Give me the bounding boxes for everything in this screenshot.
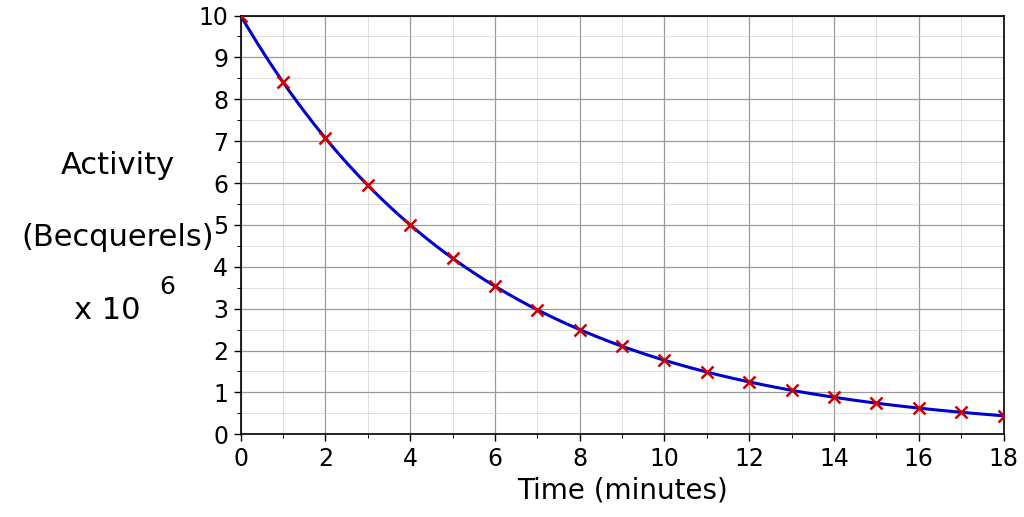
Text: 6: 6 — [159, 275, 175, 299]
Text: x 10: x 10 — [75, 296, 140, 325]
Text: Activity: Activity — [60, 151, 175, 180]
X-axis label: Time (minutes): Time (minutes) — [517, 476, 727, 505]
Text: (Becquerels): (Becquerels) — [22, 223, 214, 252]
